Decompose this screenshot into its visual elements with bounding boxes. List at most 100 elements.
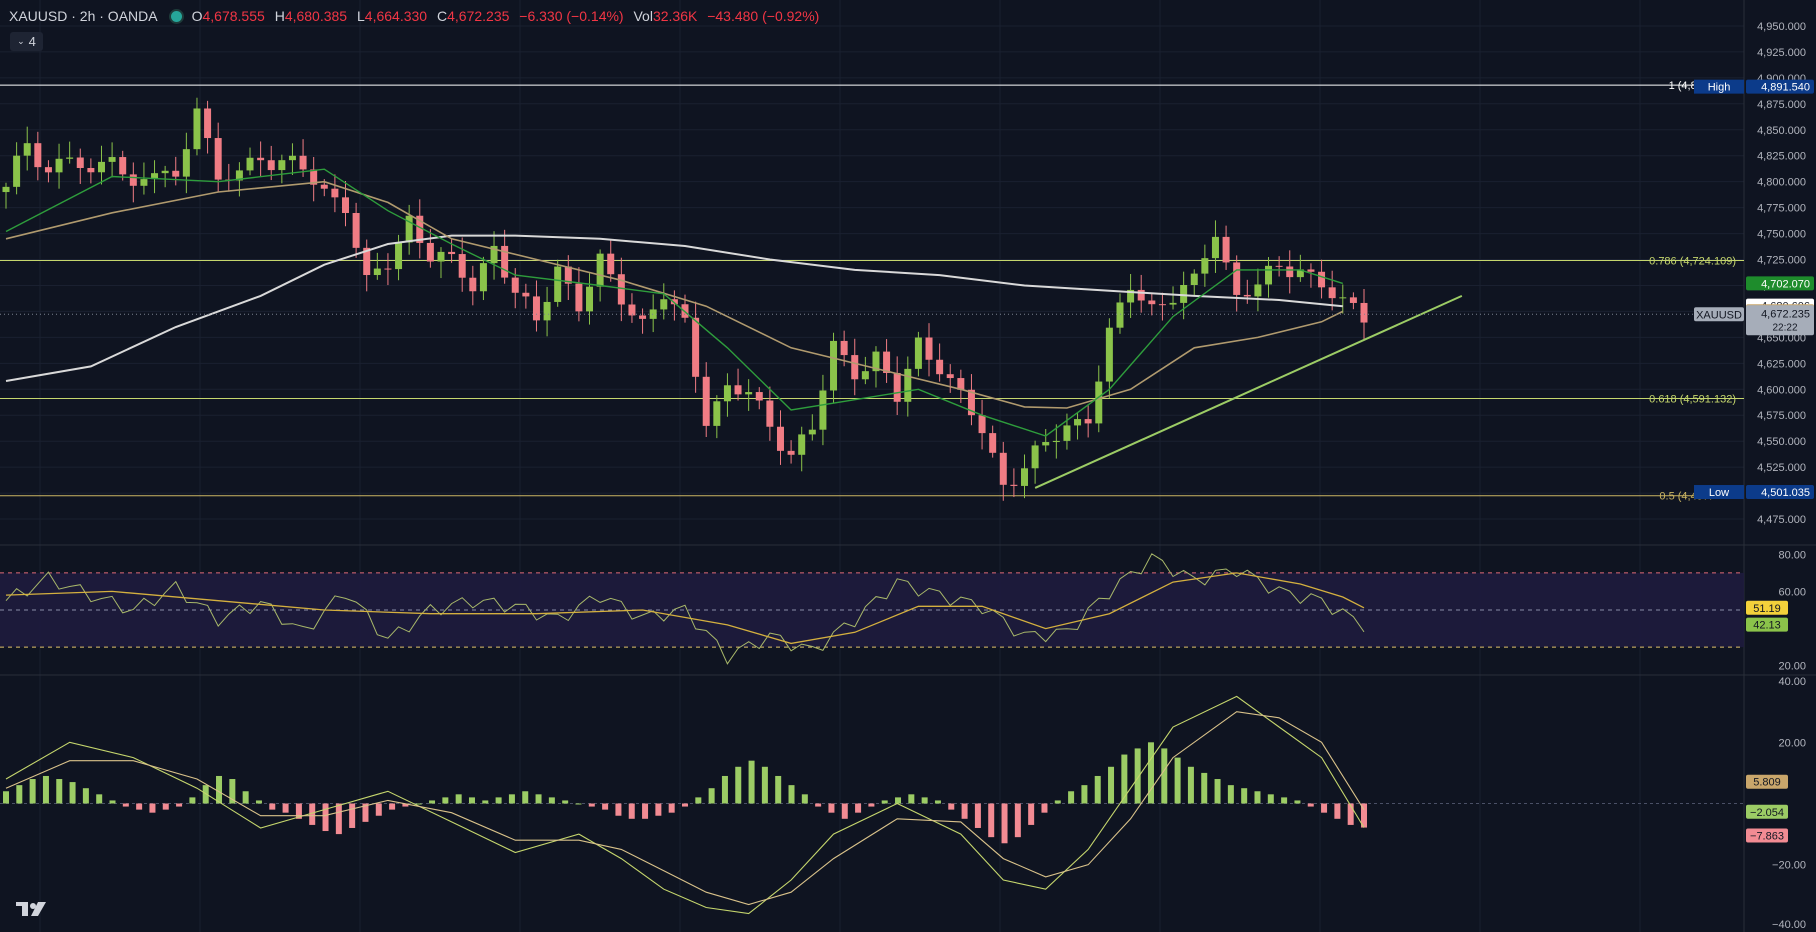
candle-body [1318, 271, 1326, 288]
macd-histogram-bar [349, 803, 356, 828]
high-tag-bg [1694, 79, 1744, 94]
macd-histogram-bar [748, 760, 755, 804]
candle-body [97, 161, 105, 173]
macd-histogram-bar [682, 803, 688, 807]
candle-body [1180, 285, 1188, 303]
rsi-badge-bg [1746, 617, 1788, 632]
rsi-axis-tick: 20.00 [1778, 661, 1806, 673]
grid-lines [0, 0, 1744, 932]
candle-body [363, 247, 371, 276]
candle-body [755, 392, 763, 401]
macd-histogram-bar [429, 800, 436, 804]
candle-body [13, 155, 21, 187]
macd-value-badge-bg [1746, 774, 1788, 789]
candle-body [448, 251, 456, 255]
macd-histogram-bar [415, 803, 422, 805]
candle-body [957, 378, 965, 390]
candle-body [458, 254, 466, 278]
rsi-line [5, 553, 1365, 665]
symbol-title[interactable]: XAUUSD · 2h · OANDA [9, 8, 157, 24]
fib-level-label: 0.786 (4,724.109) [1649, 255, 1736, 267]
macd-histogram-bar [801, 794, 808, 804]
candle-body [246, 157, 254, 171]
low-price-badge-bg [1746, 485, 1814, 500]
macd-histogram-bar [495, 797, 502, 804]
candle-body [373, 268, 381, 276]
candle-body [416, 215, 424, 243]
price-axis-tick: 4,750.000 [1757, 229, 1806, 241]
candle-body [1243, 294, 1251, 297]
macd-axis-tick: −40.00 [1772, 919, 1806, 931]
candle-body [140, 179, 148, 186]
macd-histogram-bar [96, 794, 103, 804]
candle-body [193, 108, 201, 150]
rsi-badge: 42.13 [1753, 620, 1781, 632]
candle-body [1254, 284, 1262, 297]
macd-histogram-bar [508, 794, 515, 804]
macd-histogram-bar [934, 800, 941, 804]
macd-histogram-bar [362, 803, 369, 822]
high-price-badge-bg [1746, 79, 1814, 94]
macd-line [5, 695, 1365, 915]
macd-histogram-bar [1161, 748, 1168, 804]
low-tag-bg [1694, 485, 1744, 500]
indicators-toggle-button[interactable]: ⌄ 4 [10, 32, 43, 51]
macd-histogram-bar [1094, 775, 1101, 804]
macd-histogram-bar [628, 803, 635, 819]
candle-body [628, 304, 636, 316]
candle-body [840, 340, 848, 356]
macd-histogram-bar [655, 803, 662, 816]
macd-histogram-bar [455, 794, 462, 804]
macd-axis-tick: 20.00 [1778, 737, 1806, 749]
candle-body [745, 392, 753, 395]
macd-histogram-bar [562, 800, 569, 804]
macd-histogram-bar [708, 788, 715, 804]
candle-body [204, 108, 212, 139]
macd-histogram-bar [988, 803, 995, 838]
candle-body [44, 167, 52, 173]
rsi-axis-tick: 80.00 [1778, 549, 1806, 561]
candle-body [437, 251, 445, 262]
candle-body [808, 429, 816, 435]
macd-histogram-bar [1108, 766, 1115, 804]
candle-body [999, 452, 1007, 485]
candle-body [1233, 262, 1241, 295]
macd-histogram-bar [695, 797, 702, 804]
macd-histogram-bar [3, 791, 9, 804]
candle-body [214, 138, 222, 180]
macd-histogram-bar [908, 794, 915, 804]
candle-body [119, 157, 127, 175]
symbol-tag: XAUUSD [1696, 309, 1742, 321]
macd-histogram-bar [442, 797, 449, 804]
macd-histogram-bar [548, 797, 555, 804]
macd-histogram-bar [1134, 748, 1141, 804]
chevron-down-icon: ⌄ [17, 36, 25, 46]
candle-body [87, 167, 95, 173]
tradingview-logo-icon[interactable] [14, 898, 48, 920]
candle-body [1074, 419, 1082, 426]
price-axis-tick: 4,825.000 [1757, 151, 1806, 163]
price-axis-tick: 4,525.000 [1757, 462, 1806, 474]
macd-histogram-bar [255, 800, 262, 804]
macd-histogram-bar [775, 775, 782, 804]
candle-body [819, 390, 827, 430]
macd-histogram-bar [16, 785, 23, 804]
candle-body [1286, 266, 1294, 278]
macd-histogram-bar [1001, 803, 1008, 844]
macd-histogram-bar [309, 803, 316, 825]
last-price-badge-bg [1746, 305, 1814, 336]
candle-body [1307, 269, 1315, 272]
candle-body [1095, 381, 1103, 424]
macd-value-badge: −2.054 [1750, 807, 1784, 819]
candle-body [469, 277, 477, 292]
high-value: 4,680.385 [284, 8, 348, 24]
rsi-ma-badge-bg [1746, 600, 1788, 615]
candle-body [331, 188, 339, 198]
candle-body [1137, 289, 1145, 301]
close-label: C [436, 8, 448, 24]
candle-body [1021, 468, 1028, 486]
candle-body [1339, 297, 1347, 299]
candle-body [1265, 265, 1273, 285]
